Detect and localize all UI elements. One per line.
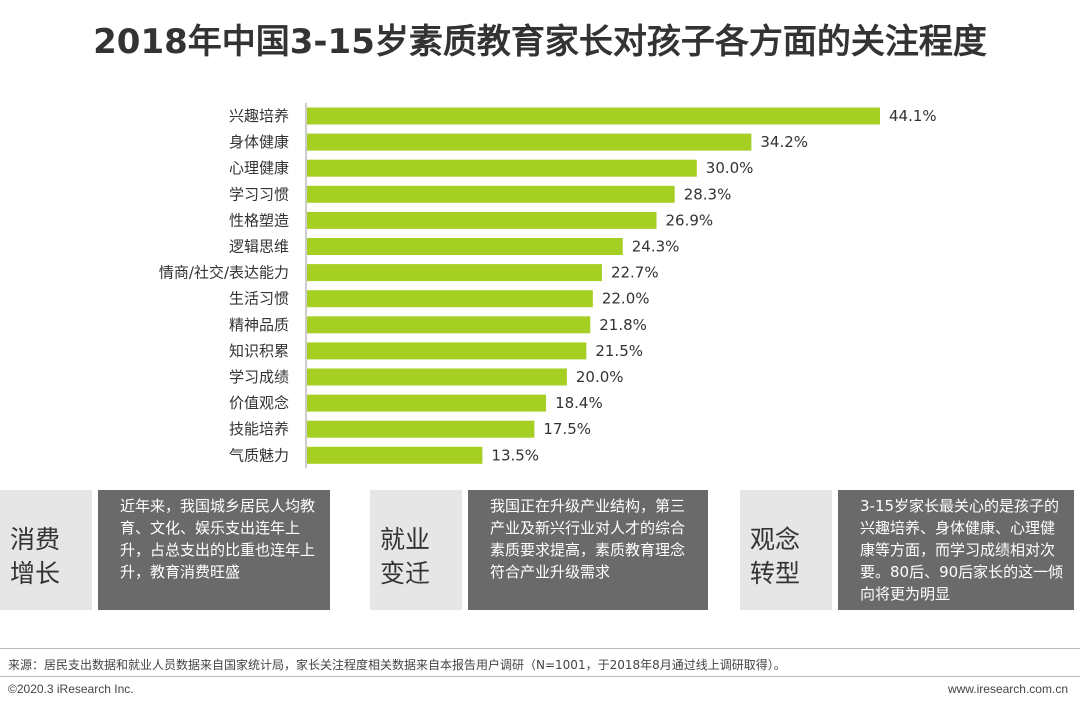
category-label: 学习成绩 <box>229 368 289 386</box>
bar <box>307 159 697 177</box>
card-employment: 就业 变迁 我国正在升级产业结构，第三产业及新兴行业对人才的综合素质要求提高，素… <box>370 490 708 610</box>
bar <box>307 290 593 308</box>
card-consumption: 消费 增长 近年来，我国城乡居民人均教育、文化、娱乐支出连年上升，占总支出的比重… <box>0 490 330 610</box>
chart-title: 2018年中国3-15岁素质教育家长对孩子各方面的关注程度 <box>93 22 987 62</box>
value-label: 30.0% <box>706 159 754 177</box>
value-label: 34.2% <box>760 133 808 151</box>
category-label: 精神品质 <box>229 316 289 334</box>
value-label: 18.4% <box>555 394 603 412</box>
card-heading: 就业 变迁 <box>380 523 460 591</box>
category-label: 知识积累 <box>229 342 289 360</box>
card-heading-line: 观念 <box>750 525 801 554</box>
bar <box>307 342 587 360</box>
card-text: 近年来，我国城乡居民人均教育、文化、娱乐支出连年上升，占总支出的比重也连年上升，… <box>120 497 316 581</box>
category-label: 性格塑造 <box>229 211 289 229</box>
value-label: 21.5% <box>595 342 643 360</box>
value-label: 22.0% <box>602 290 650 308</box>
category-label: 情商/社交/表达能力 <box>159 264 289 282</box>
bar <box>307 211 657 229</box>
card-body: 近年来，我国城乡居民人均教育、文化、娱乐支出连年上升，占总支出的比重也连年上升，… <box>98 490 330 610</box>
footer-copyright: ©2020.3 iResearch Inc. <box>8 682 134 696</box>
category-label: 身体健康 <box>229 133 289 151</box>
card-heading-line: 转型 <box>750 559 801 588</box>
bar <box>307 420 535 438</box>
bar <box>307 446 483 464</box>
value-label: 20.0% <box>576 368 624 386</box>
category-label: 逻辑思维 <box>229 238 289 256</box>
bar <box>307 238 623 255</box>
bar-chart: 兴趣培养 44.1% 身体健康 34.2% 心理健康 30.0% 学习习惯 28.3% 性格塑造… <box>159 103 937 469</box>
value-label: 24.3% <box>632 238 680 256</box>
value-label: 44.1% <box>889 107 937 125</box>
value-label: 28.3% <box>684 185 732 203</box>
card-heading-box: 就业 变迁 <box>370 490 462 610</box>
bar <box>307 316 591 334</box>
card-body: 3-15岁家长最关心的是孩子的兴趣培养、身体健康、心理健康等方面，而学习成绩相对… <box>838 490 1074 610</box>
card-mindset: 观念 转型 3-15岁家长最关心的是孩子的兴趣培养、身体健康、心理健康等方面，而… <box>740 490 1074 610</box>
category-label: 生活习惯 <box>229 290 289 308</box>
value-label: 22.7% <box>611 264 659 282</box>
footer-source: 来源：居民支出数据和就业人员数据来自国家统计局，家长关注程度相关数据来自本报告用… <box>8 658 786 672</box>
card-heading-line: 消费 <box>10 525 61 554</box>
footer-divider <box>0 648 1080 649</box>
value-label: 17.5% <box>543 420 591 438</box>
category-label: 价值观念 <box>229 394 289 412</box>
footer-website: www.iresearch.com.cn <box>947 682 1068 696</box>
category-label: 技能培养 <box>229 420 289 438</box>
category-label: 兴趣培养 <box>229 107 289 125</box>
category-label: 学习习惯 <box>229 185 289 203</box>
card-heading-line: 变迁 <box>380 559 431 588</box>
bar <box>307 264 602 282</box>
card-body: 我国正在升级产业结构，第三产业及新兴行业对人才的综合素质要求提高，素质教育理念符… <box>468 490 708 610</box>
category-label: 心理健康 <box>229 159 289 177</box>
card-heading-line: 就业 <box>380 525 431 554</box>
bar <box>307 185 675 203</box>
card-heading-box: 观念 转型 <box>740 490 832 610</box>
value-label: 26.9% <box>666 211 714 229</box>
card-heading-box: 消费 增长 <box>0 490 92 610</box>
bar <box>307 394 547 412</box>
card-heading: 观念 转型 <box>750 523 830 591</box>
card-heading: 消费 增长 <box>10 523 90 591</box>
category-label: 气质魅力 <box>229 446 289 464</box>
card-heading-line: 增长 <box>10 559 61 588</box>
card-text: 3-15岁家长最关心的是孩子的兴趣培养、身体健康、心理健康等方面，而学习成绩相对… <box>860 497 1064 603</box>
bar <box>307 133 752 151</box>
bar <box>307 368 567 386</box>
bar <box>307 107 880 125</box>
footer-divider <box>0 676 1080 677</box>
value-label: 13.5% <box>491 446 539 464</box>
card-text: 我国正在升级产业结构，第三产业及新兴行业对人才的综合素质要求提高，素质教育理念符… <box>490 497 686 581</box>
value-label: 21.8% <box>599 316 647 334</box>
